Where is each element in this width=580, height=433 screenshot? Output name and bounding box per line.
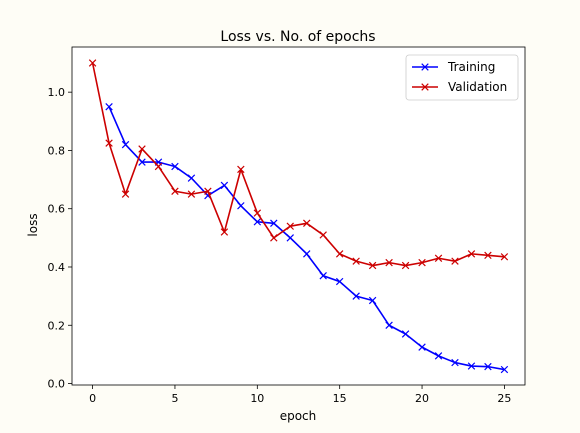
training-point	[484, 362, 492, 371]
validation-point	[121, 190, 130, 198]
validation-point	[270, 234, 278, 242]
validation-point	[237, 165, 245, 174]
training-point	[303, 250, 311, 258]
y-axis-label: loss	[26, 213, 40, 236]
plot-area: 0 5 10 15 20 25 0.0 0.2 0.4 0.6 0.8 1.0	[48, 46, 526, 405]
validation-point	[88, 59, 97, 67]
y-tick-label: 0.2	[48, 319, 66, 332]
x-tick-label: 25	[497, 392, 511, 405]
training-point	[270, 219, 278, 228]
training-point	[105, 103, 113, 111]
validation-point	[434, 254, 443, 262]
chart-title: Loss vs. No. of epochs	[220, 29, 375, 45]
validation-point	[204, 187, 212, 195]
training-point	[319, 272, 327, 280]
training-point	[253, 218, 262, 226]
y-tick-label: 0.4	[48, 261, 66, 274]
y-tick-label: 0.6	[48, 203, 66, 216]
validation-point	[368, 261, 377, 270]
training-point	[121, 140, 130, 149]
validation-point	[171, 187, 179, 195]
validation-line	[91, 62, 505, 267]
training-point	[434, 352, 443, 360]
y-tick-label: 1.0	[48, 86, 66, 99]
validation-point	[335, 250, 344, 258]
training-point	[467, 362, 476, 370]
training-series	[105, 103, 509, 374]
x-tick-label: 15	[333, 392, 347, 405]
x-tick-label: 10	[250, 392, 264, 405]
training-point	[352, 292, 360, 300]
validation-point	[286, 222, 294, 230]
legend: Training Validation	[405, 54, 519, 101]
validation-point	[418, 258, 426, 267]
training-point	[335, 277, 344, 286]
validation-point	[385, 258, 393, 267]
legend-label-validation: Validation	[448, 80, 507, 94]
legend-marker-training	[421, 63, 429, 71]
training-point	[171, 162, 179, 171]
plot-frame	[71, 46, 526, 386]
validation-point	[303, 219, 311, 228]
y-tick-label: 0.8	[48, 144, 66, 157]
training-point	[500, 365, 509, 374]
validation-point	[467, 250, 476, 258]
validation-point	[500, 253, 509, 261]
training-point	[418, 343, 426, 351]
plot-background	[72, 47, 525, 385]
x-axis-label: epoch	[280, 409, 317, 423]
training-point	[138, 158, 146, 166]
training-point	[237, 202, 245, 210]
training-point	[220, 181, 229, 190]
training-point	[385, 321, 393, 329]
x-tick-label: 20	[415, 392, 429, 405]
x-tick-label: 0	[89, 392, 96, 405]
validation-point	[253, 209, 262, 217]
validation-point	[154, 162, 163, 171]
validation-point	[484, 251, 492, 260]
validation-point	[187, 190, 196, 198]
validation-point	[105, 139, 113, 147]
validation-point	[319, 231, 327, 239]
validation-series	[88, 59, 509, 270]
validation-point	[451, 257, 459, 265]
x-tick-label: 5	[171, 392, 178, 405]
validation-point	[401, 261, 410, 270]
validation-point	[220, 228, 229, 236]
validation-point	[138, 145, 146, 153]
validation-point	[352, 257, 360, 265]
legend-marker-validation	[421, 83, 429, 91]
training-point	[286, 234, 294, 242]
legend-label-training: Training	[447, 60, 495, 74]
training-point	[451, 358, 459, 367]
training-point	[368, 296, 377, 305]
training-point	[401, 330, 410, 338]
training-point	[187, 174, 196, 182]
y-tick-label: 0.0	[48, 378, 66, 391]
